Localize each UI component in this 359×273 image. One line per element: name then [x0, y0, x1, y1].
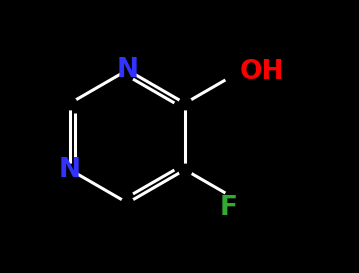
Text: OH: OH: [240, 59, 284, 85]
Text: F: F: [220, 195, 238, 221]
Text: N: N: [116, 57, 139, 83]
Text: N: N: [59, 157, 81, 183]
